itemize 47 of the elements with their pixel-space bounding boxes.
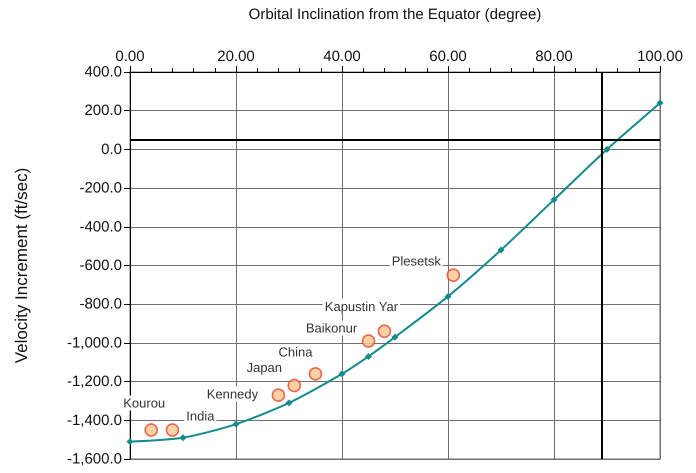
annotation: Kourou — [123, 395, 166, 410]
y-tick-label: -1,000.0 — [66, 334, 122, 352]
x-tick-label: 100.00 — [637, 48, 683, 65]
point — [446, 268, 460, 282]
point — [166, 423, 180, 437]
point — [656, 99, 664, 106]
point — [288, 378, 302, 392]
y-axis-title: Velocity Increment (ft/sec) — [12, 168, 31, 364]
point — [144, 423, 158, 437]
point — [272, 388, 286, 402]
annotation: Japan — [246, 360, 282, 375]
point — [392, 334, 398, 341]
y-tick-label: 400.0 — [84, 64, 122, 80]
y-tick-label: -800.0 — [79, 296, 122, 313]
annotation: Baikonur — [306, 320, 358, 336]
y-tick-label: -1,600.0 — [66, 450, 122, 468]
annotation: India — [186, 408, 216, 424]
point — [604, 146, 610, 153]
y-tick-label: 0.0 — [101, 140, 122, 158]
y-tick-label: -200.0 — [79, 180, 122, 197]
x-tick-label: 0.00 — [115, 48, 145, 65]
x-tick-label: 60.00 — [429, 48, 467, 65]
point — [308, 367, 322, 381]
point — [550, 196, 558, 204]
point — [286, 399, 292, 406]
y-tick-label: -600.0 — [79, 257, 122, 274]
annotation: China — [278, 344, 314, 360]
point — [498, 246, 504, 254]
point — [126, 438, 134, 446]
point — [232, 420, 240, 428]
point — [365, 352, 372, 360]
point — [180, 434, 186, 442]
point — [338, 370, 346, 378]
y-tick-label: 200.0 — [84, 102, 122, 120]
annotation: Kapustin Yar — [324, 298, 399, 314]
x-tick-label: 80.00 — [535, 48, 573, 65]
x-tick-label: 20.00 — [217, 48, 255, 65]
y-tick-label: -1,200.0 — [66, 373, 122, 390]
x-axis-title: Orbital Inclination from the Equator (degree) — [248, 6, 542, 23]
x-tick-label: 40.00 — [323, 48, 361, 65]
point — [362, 334, 376, 348]
point — [378, 324, 392, 338]
y-tick-label: -400.0 — [79, 218, 122, 236]
annotation: Plesetsk — [392, 254, 442, 269]
y-tick-label: -1,400.0 — [66, 412, 122, 429]
annotation: Kennedy — [206, 386, 259, 402]
point — [444, 292, 452, 300]
